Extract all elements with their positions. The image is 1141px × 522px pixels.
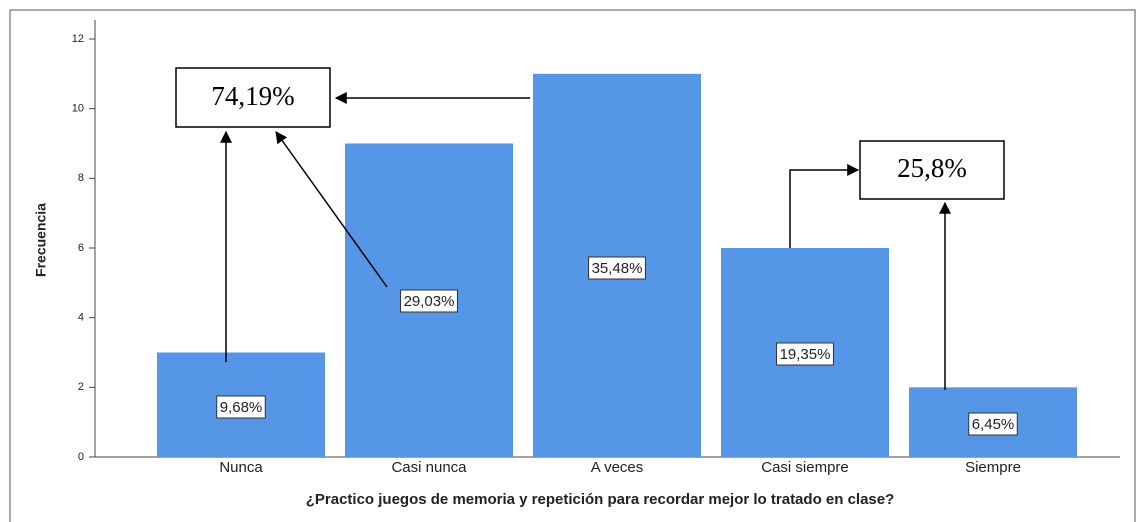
annotation: 74,19% [211, 81, 294, 111]
percent-label-box [776, 342, 834, 366]
bars: 0 2 4 6 8 10 12 Nunca 9,68% Casi nunca 29,03% A vec… [72, 33, 1077, 476]
annotation-box [859, 140, 1005, 200]
annotation: 25,8% [897, 153, 967, 183]
x-tick-label: Casi nunca [391, 459, 467, 476]
y-axis-label: Frecuencia [33, 203, 49, 277]
percent-label: 35,48% [592, 260, 643, 277]
percent-label: 9,68% [220, 399, 263, 416]
arrow [275, 131, 388, 288]
y-tick-label: 2 [78, 381, 84, 393]
x-tick-label: A veces [591, 459, 644, 476]
percent-label-box [216, 395, 266, 419]
arrow [789, 164, 860, 248]
x-tick-label: Nunca [219, 459, 263, 476]
y-tick-label: 12 [72, 33, 84, 45]
y-tick-label: 0 [78, 451, 84, 463]
frame [9, 9, 1136, 522]
x-axis-label: ¿Practico juegos de memoria y repetición… [306, 491, 895, 508]
y-tick-label: 10 [72, 103, 84, 115]
x-tick-label: Casi siempre [761, 459, 849, 476]
percent-label-box [400, 289, 458, 313]
percent-label-box [588, 256, 646, 280]
y-tick-label: 6 [78, 242, 84, 254]
annotations: 74,19% 25,8% [175, 67, 1005, 390]
percent-label: 29,03% [404, 293, 455, 310]
x-tick-label: Siempre [965, 459, 1021, 476]
annotation-box [175, 67, 331, 128]
y-tick-label: 8 [78, 172, 84, 184]
percent-label: 6,45% [972, 416, 1015, 433]
percent-label: 19,35% [780, 346, 831, 363]
percent-label-box [968, 412, 1018, 436]
y-tick-label: 4 [78, 312, 84, 324]
